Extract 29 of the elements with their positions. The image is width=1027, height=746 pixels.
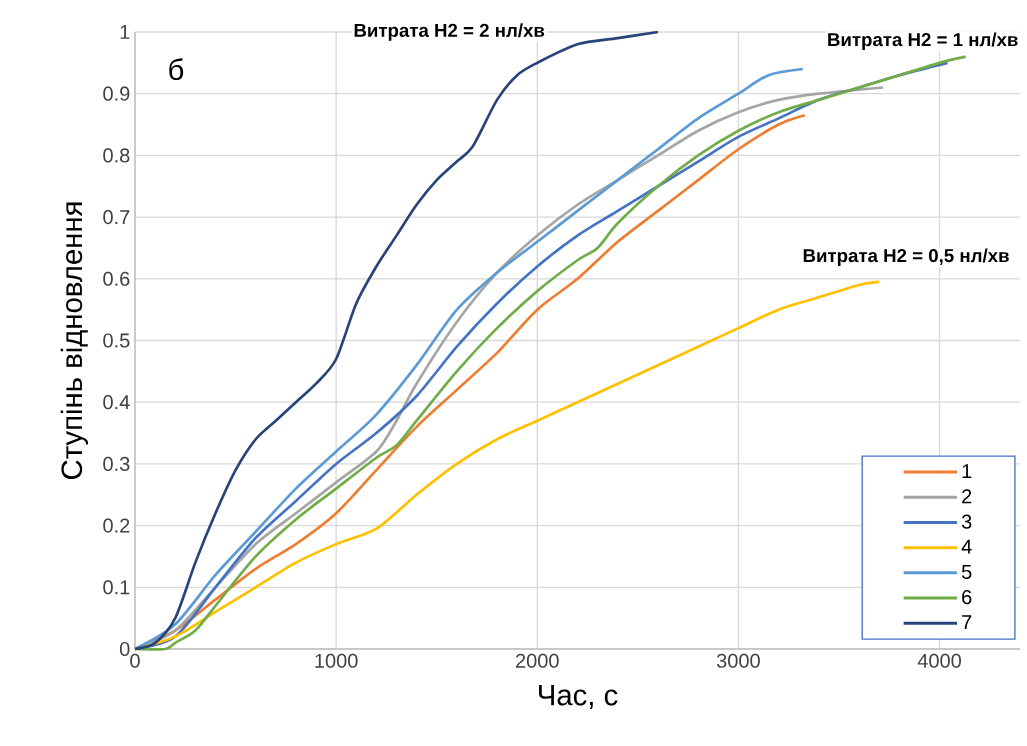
legend-label: 1 xyxy=(962,464,972,478)
y-tick-label: 0.6 xyxy=(103,271,130,286)
y-tick-label: 1 xyxy=(120,25,130,39)
annotation: Витрата H2 = 1 нл/хв xyxy=(828,32,1018,50)
y-tick-label: 0.9 xyxy=(103,86,130,101)
legend-label: 3 xyxy=(961,514,972,529)
annotation: б xyxy=(169,58,184,81)
y-tick-label: 0.2 xyxy=(103,518,130,533)
legend-label: 4 xyxy=(961,539,972,554)
legend-label: 5 xyxy=(961,564,972,579)
y-tick-label: 0.5 xyxy=(103,333,130,348)
y-axis-title: Ступінь відновлення xyxy=(60,202,88,480)
x-tick-label: 1000 xyxy=(315,653,358,668)
y-tick-label: 0 xyxy=(119,641,130,657)
y-tick-label: 0.3 xyxy=(103,456,130,471)
y-tick-label: 0.8 xyxy=(103,148,130,163)
annotation: Витрата H2 = 2 нл/хв xyxy=(354,23,545,41)
x-tick-label: 0 xyxy=(130,653,140,668)
y-tick-label: 0.4 xyxy=(103,395,130,410)
x-tick-label: 3000 xyxy=(716,653,760,668)
x-tick-label: 2000 xyxy=(516,653,559,668)
y-tick-label: 0.1 xyxy=(103,580,130,595)
legend-label: 2 xyxy=(962,489,972,504)
y-tick-label: 0.7 xyxy=(103,210,130,225)
legend-label: 7 xyxy=(962,615,972,630)
annotation: Витрата H2 = 0,5 нл/хв xyxy=(803,248,1009,266)
x-axis-title: Час, с xyxy=(539,685,618,709)
legend-label: 6 xyxy=(962,590,972,605)
x-tick-label: 4000 xyxy=(917,653,961,668)
